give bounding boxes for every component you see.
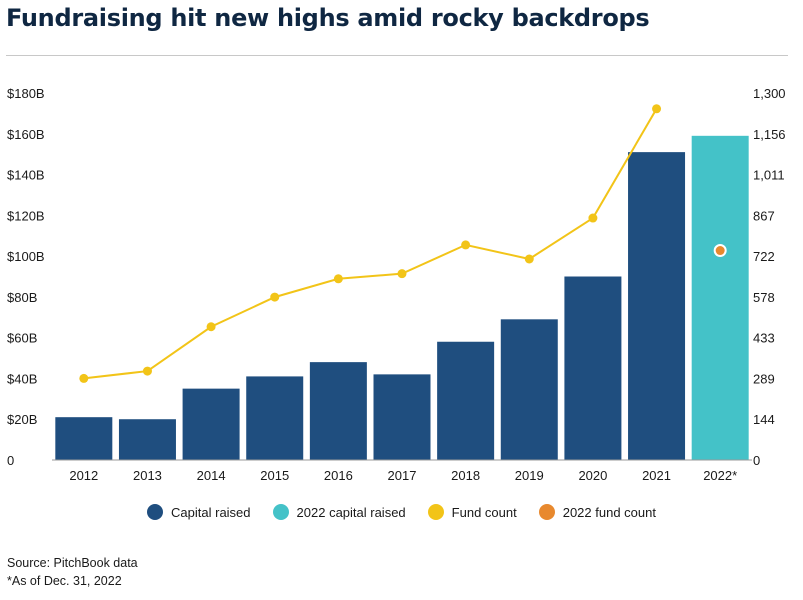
x-tick-label: 2016 [324,468,353,480]
x-tick-label: 2014 [197,468,226,480]
fund-count-point [397,269,407,279]
y-right-tick-label: 144 [753,412,775,427]
y-right-tick-label: 1,011 [753,168,785,183]
legend-label: 2022 capital raised [296,504,406,520]
fund-count-point [461,240,471,250]
y-left-tick-label: 0 [7,453,14,468]
chart-title: Fundraising hit new highs amid rocky bac… [6,4,650,32]
chart-legend: Capital raised 2022 capital raised Fund … [0,504,803,520]
y-right-tick-label: 433 [753,331,775,346]
y-left-tick-label: $180B [7,86,45,101]
fund-count-2022-point [713,244,727,258]
x-tick-label: 2020 [578,468,607,480]
y-left-tick-label: $60B [7,331,37,346]
bar-capital-raised [182,388,240,460]
legend-swatch-2022-capital-raised [272,504,289,520]
x-tick-label: 2012 [69,468,98,480]
legend-item-capital-raised: Capital raised [147,504,251,520]
footnote: *As of Dec. 31, 2022 [7,574,122,588]
bar-capital-raised [564,276,622,460]
bar-capital-raised [500,319,558,460]
y-left-tick-label: $20B [7,412,37,427]
y-left-tick-label: $120B [7,208,45,223]
legend-swatch-2022-fund-count [538,504,555,520]
y-right-tick-label: 0 [753,453,760,468]
x-tick-label: 2021 [642,468,671,480]
legend-label: 2022 fund count [562,504,656,520]
chart-plot: 0 $20B $40B $60B $80B $100B $120B $140B $160B $18… [7,86,786,480]
y-left-tick-label: $140B [7,168,45,183]
y-right-tick-label: 289 [753,371,775,386]
x-tick-label: 2022* [703,468,737,480]
fund-count-point [206,322,216,332]
legend-item-2022-capital-raised: 2022 capital raised [272,504,406,520]
bar-capital-raised [55,417,113,460]
fund-count-point [270,292,280,302]
chart-notes: Source: PitchBook data *As of Dec. 31, 2… [7,554,138,590]
x-tick-label: 2019 [515,468,544,480]
source-note: Source: PitchBook data [7,556,138,570]
bar-capital-raised [118,419,176,460]
x-tick-label: 2013 [133,468,162,480]
y-left-tick-label: $160B [7,127,45,142]
x-tick-label: 2018 [451,468,480,480]
legend-swatch-fund-count [427,504,444,520]
bar-capital-raised [309,362,367,460]
y-right-tick-label: 1,300 [753,86,786,101]
fund-count-point [79,373,89,383]
legend-item-fund-count: Fund count [427,504,517,520]
x-tick-label: 2015 [260,468,289,480]
bar-capital-raised [628,152,686,460]
legend-label: Capital raised [171,504,251,520]
y-left-tick-label: $100B [7,249,45,264]
y-right-tick-label: 1,156 [753,127,786,142]
y-right-tick-label: 578 [753,290,775,305]
fund-count-point [333,274,343,284]
bar-2022-capital-raised [691,135,749,461]
y-right-tick-label: 722 [753,249,775,264]
bar-capital-raised [246,376,304,460]
fund-count-point [652,104,662,114]
title-divider [6,55,788,56]
y-left-tick-label: $40B [7,371,37,386]
legend-swatch-capital-raised [147,504,164,520]
bar-capital-raised [373,374,431,460]
fund-count-line [83,108,658,380]
fund-count-point [524,254,534,264]
fund-count-point [142,366,152,376]
y-left-tick-label: $80B [7,290,37,305]
bar-capital-raised [437,341,495,460]
legend-label: Fund count [451,504,517,520]
x-tick-label: 2017 [388,468,417,480]
fund-count-point [588,213,598,223]
y-right-tick-label: 867 [753,208,775,223]
legend-item-2022-fund-count: 2022 fund count [538,504,656,520]
